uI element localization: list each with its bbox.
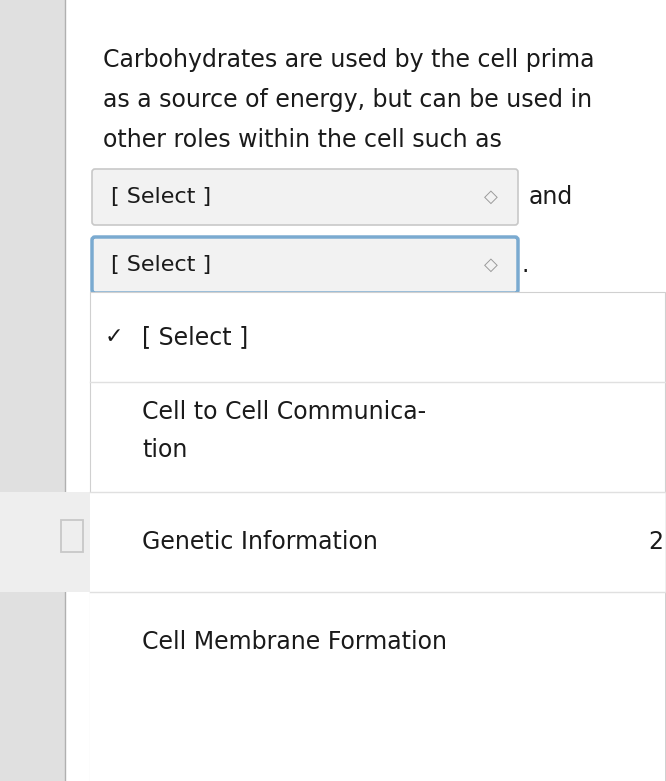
Bar bbox=[90, 492, 665, 592]
FancyBboxPatch shape bbox=[92, 169, 518, 225]
Text: [ Select ]: [ Select ] bbox=[111, 255, 211, 275]
Text: 2: 2 bbox=[649, 530, 663, 554]
Bar bbox=[90, 292, 665, 781]
Text: [ Select ]: [ Select ] bbox=[111, 187, 211, 207]
Text: Carbohydrates are used by the cell prima: Carbohydrates are used by the cell prima bbox=[103, 48, 595, 72]
Text: tion: tion bbox=[142, 438, 187, 462]
Text: as a source of energy, but can be used in: as a source of energy, but can be used i… bbox=[103, 88, 592, 112]
FancyBboxPatch shape bbox=[92, 237, 518, 293]
Bar bbox=[61, 520, 83, 552]
Text: ◇: ◇ bbox=[484, 188, 498, 206]
Bar bbox=[0, 492, 666, 592]
Text: [ Select ]: [ Select ] bbox=[142, 325, 248, 349]
Bar bbox=[0, 0, 65, 781]
Text: other roles within the cell such as: other roles within the cell such as bbox=[103, 128, 502, 152]
Text: Cell Membrane Formation: Cell Membrane Formation bbox=[142, 630, 447, 654]
Text: .: . bbox=[521, 253, 528, 277]
Bar bbox=[90, 592, 665, 781]
Text: Genetic Information: Genetic Information bbox=[142, 530, 378, 554]
Text: ◇: ◇ bbox=[484, 256, 498, 274]
Text: ✓: ✓ bbox=[105, 327, 123, 347]
Text: Cell to Cell Communica-: Cell to Cell Communica- bbox=[142, 400, 426, 424]
Text: and: and bbox=[529, 185, 573, 209]
